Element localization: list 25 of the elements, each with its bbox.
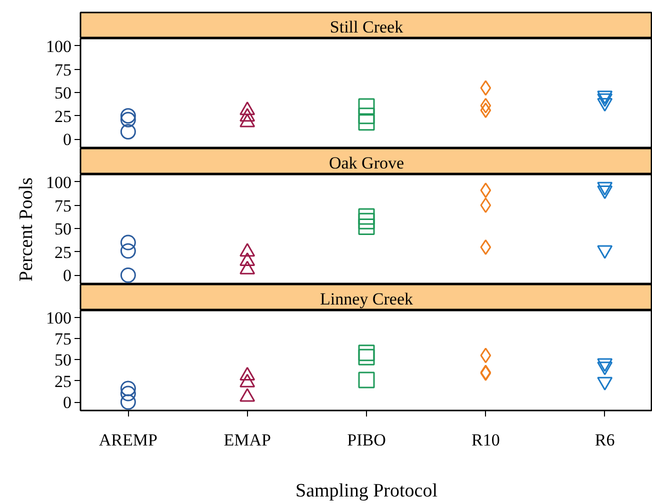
y-tick-label: 100: [46, 36, 72, 56]
y-tick-label: 0: [63, 266, 72, 286]
y-tick-label: 75: [54, 329, 72, 348]
y-tick-label: 0: [63, 130, 72, 150]
x-tick-label: R10: [471, 430, 500, 450]
x-tick-label: PIBO: [347, 430, 386, 450]
x-tick-label: AREMP: [98, 430, 158, 450]
y-tick-label: 25: [54, 242, 72, 262]
y-tick-label: 100: [46, 172, 72, 192]
y-tick-label: 50: [54, 220, 72, 239]
chart-title: Still Creek: [330, 17, 404, 36]
chart-title: Linney Creek: [320, 289, 414, 308]
x-tick-label: R6: [594, 430, 615, 450]
y-tick-label: 75: [54, 60, 72, 80]
y-tick-label: 100: [46, 308, 72, 328]
y-tick-label: 50: [54, 350, 72, 370]
y-tick-label: 0: [63, 393, 72, 412]
y-axis-title: Percent Pools: [16, 178, 37, 282]
y-tick-label: 50: [54, 84, 72, 103]
y-tick-label: 25: [54, 106, 72, 126]
y-tick-label: 75: [54, 196, 72, 216]
chart-title: Oak Grove: [328, 153, 404, 172]
y-tick-label: 25: [54, 372, 72, 391]
x-axis-title: Sampling Protocol: [296, 480, 438, 502]
x-tick-label: EMAP: [224, 430, 271, 450]
